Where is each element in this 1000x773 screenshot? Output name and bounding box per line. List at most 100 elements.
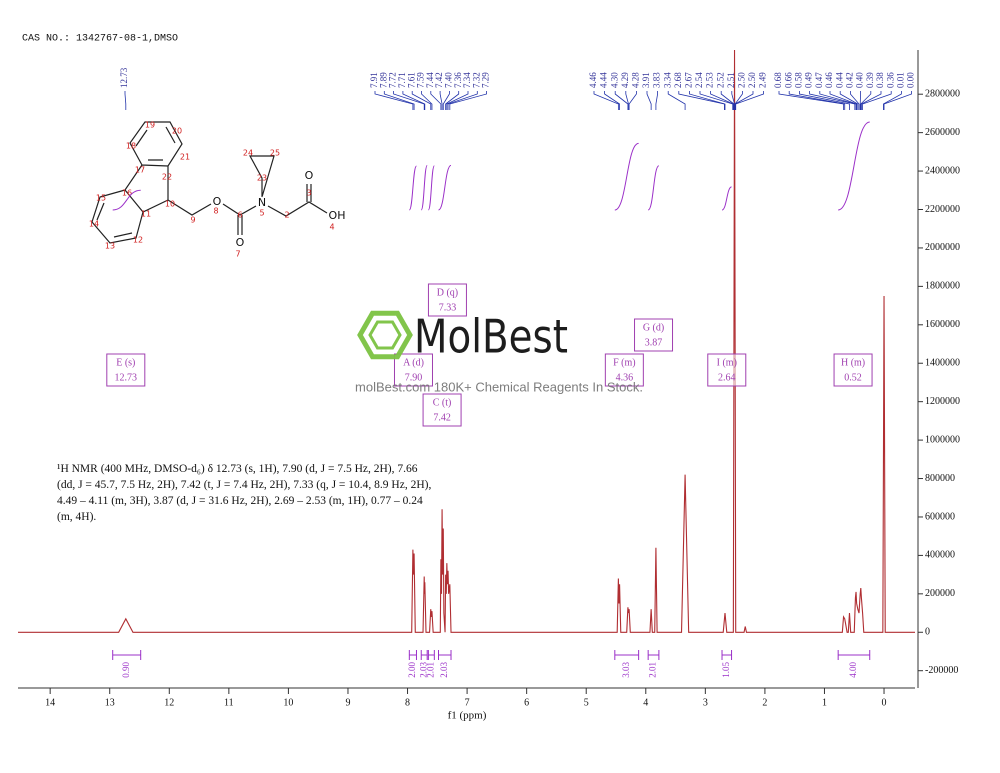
peak-connector (655, 91, 658, 110)
multiplet-box (393, 353, 433, 387)
peak-connector (439, 91, 443, 110)
peak-label: 4.46 (588, 72, 598, 88)
peak-label: 0.49 (804, 72, 814, 88)
peak-label: 0.68 (773, 72, 783, 88)
atom-number: 4 (329, 223, 334, 232)
multiplet-label: I (m) (717, 357, 737, 368)
peak-connector (829, 91, 858, 110)
peak-label: 0.44 (834, 72, 844, 88)
nmr-description: ¹H NMR (400 MHz, DMSO-d₆) δ 12.73 (s, 1H… (57, 463, 432, 523)
integral-curve (837, 121, 870, 211)
brand: MolBest (414, 310, 568, 364)
multiplet-box (427, 283, 467, 317)
multiplet-box (604, 353, 644, 387)
multiplet-shift: 3.87 (645, 337, 663, 348)
x-tick-label: 5 (584, 697, 589, 708)
peak-label: 0.00 (906, 72, 916, 88)
peak-connector (860, 91, 872, 110)
integral-curve (721, 186, 732, 211)
x-tick-label: 2 (762, 697, 767, 708)
peak-label: 0.36 (885, 72, 895, 88)
peak-connector (860, 91, 882, 110)
peak-label: 2.49 (758, 72, 768, 88)
peak-connector (442, 91, 450, 110)
peak-label: 3.91 (641, 72, 651, 88)
atom-number: 6 (237, 211, 242, 220)
multiplet-label: G (d) (643, 322, 664, 333)
peak-connector (614, 91, 629, 110)
integral-curve (427, 165, 435, 211)
multiplet-box (106, 353, 146, 387)
peak-connector (734, 91, 754, 110)
y-tick-label: -200000 (925, 665, 958, 676)
element-label: O (236, 236, 245, 249)
peak-connector (667, 91, 686, 110)
peak-connector (839, 91, 859, 110)
x-tick-label: 10 (283, 697, 293, 708)
atom-number: 11 (141, 210, 151, 219)
peak-label: 7.61 (406, 72, 416, 88)
peak-label: 2.53 (705, 72, 715, 88)
integral-label: 2.01 (425, 662, 435, 678)
peak-label: 7.59 (416, 72, 426, 88)
x-tick-label: 3 (703, 697, 708, 708)
integral-curve (614, 142, 639, 211)
x-tick-label: 8 (405, 697, 410, 708)
peak-connector (449, 91, 488, 110)
peak-connector (778, 91, 844, 110)
integral-curve (408, 165, 417, 211)
y-tick-label: 1000000 (925, 434, 960, 445)
x-tick-label: 11 (224, 697, 234, 708)
integral-curve (438, 164, 452, 211)
peak-label: 0.38 (875, 72, 885, 88)
atom-number: 24 (243, 149, 253, 158)
y-tick-label: 1800000 (925, 281, 960, 292)
integral-label: 1.05 (721, 662, 731, 678)
peak-label: 7.42 (434, 72, 444, 88)
multiplet-box (634, 318, 674, 352)
peak-connector (689, 91, 726, 110)
peak-connector (699, 91, 734, 110)
multiplet-box (833, 353, 873, 387)
element-label: O (305, 169, 314, 182)
peak-connector (411, 91, 432, 110)
integral-bracket (721, 650, 733, 660)
peak-label: 4.44 (599, 72, 609, 88)
peak-label: 2.50 (736, 72, 746, 88)
multiplet-label: F (m) (613, 357, 636, 368)
y-tick-label: 1200000 (925, 396, 960, 407)
x-tick-label: 0 (882, 697, 887, 708)
multiplet-label: A (d) (403, 357, 424, 368)
peak-label: 7.71 (397, 72, 407, 88)
peak-label: 3.83 (652, 72, 662, 88)
integral-label: 3.03 (621, 662, 631, 678)
y-tick-label: 2400000 (925, 165, 960, 176)
peak-label: 7.44 (425, 72, 435, 88)
peak-connector (850, 91, 860, 110)
peak-connector (445, 91, 460, 110)
peak-connector (383, 91, 415, 110)
x-tick-label: 6 (524, 697, 529, 708)
peak-connector (788, 91, 846, 110)
peak-label: 4.29 (620, 72, 630, 88)
peak-label: 7.72 (388, 72, 398, 88)
peak-connector (678, 91, 725, 110)
multiplet-shift: 7.90 (405, 372, 423, 383)
atom-number: 2 (284, 211, 289, 220)
peak-label: 7.29 (481, 72, 491, 88)
peak-label: 0.40 (855, 72, 865, 88)
peak-label: 2.50 (747, 72, 757, 88)
y-tick-label: 2000000 (925, 242, 960, 253)
peak-connector (710, 91, 734, 110)
peak-connector (646, 91, 652, 110)
peak-connector (625, 91, 629, 110)
bonds (91, 121, 328, 244)
y-tick-label: 600000 (925, 511, 955, 522)
peak-label: 7.32 (471, 72, 481, 88)
y-tick-label: 2800000 (925, 88, 960, 99)
multiplet-shift: 4.36 (616, 372, 634, 383)
multiplet-shift: 12.73 (115, 372, 138, 383)
peak-label: 0.66 (783, 72, 793, 88)
multiplet-label: D (q) (437, 287, 458, 298)
